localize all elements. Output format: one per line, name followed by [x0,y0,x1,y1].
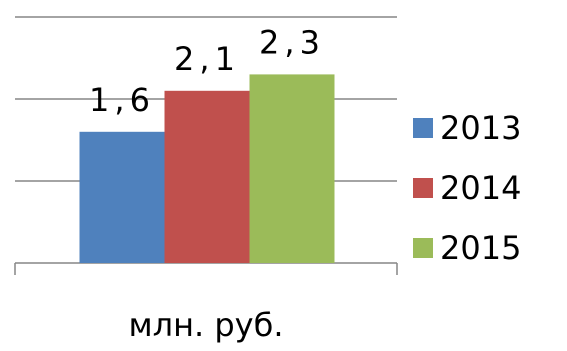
legend-label: 2013 [440,109,521,147]
legend-label: 2015 [440,229,521,267]
legend-label: 2014 [440,169,521,207]
legend-swatch [413,238,433,258]
legend-swatch [413,118,433,138]
bar [79,131,165,263]
data-label: 1,6 [89,81,155,119]
bar [249,74,335,264]
bar [164,90,250,263]
data-label: 2,1 [174,40,240,78]
x-tick-label: млн. руб. [128,306,283,344]
data-label: 2,3 [259,23,325,61]
legend-swatch [413,178,433,198]
